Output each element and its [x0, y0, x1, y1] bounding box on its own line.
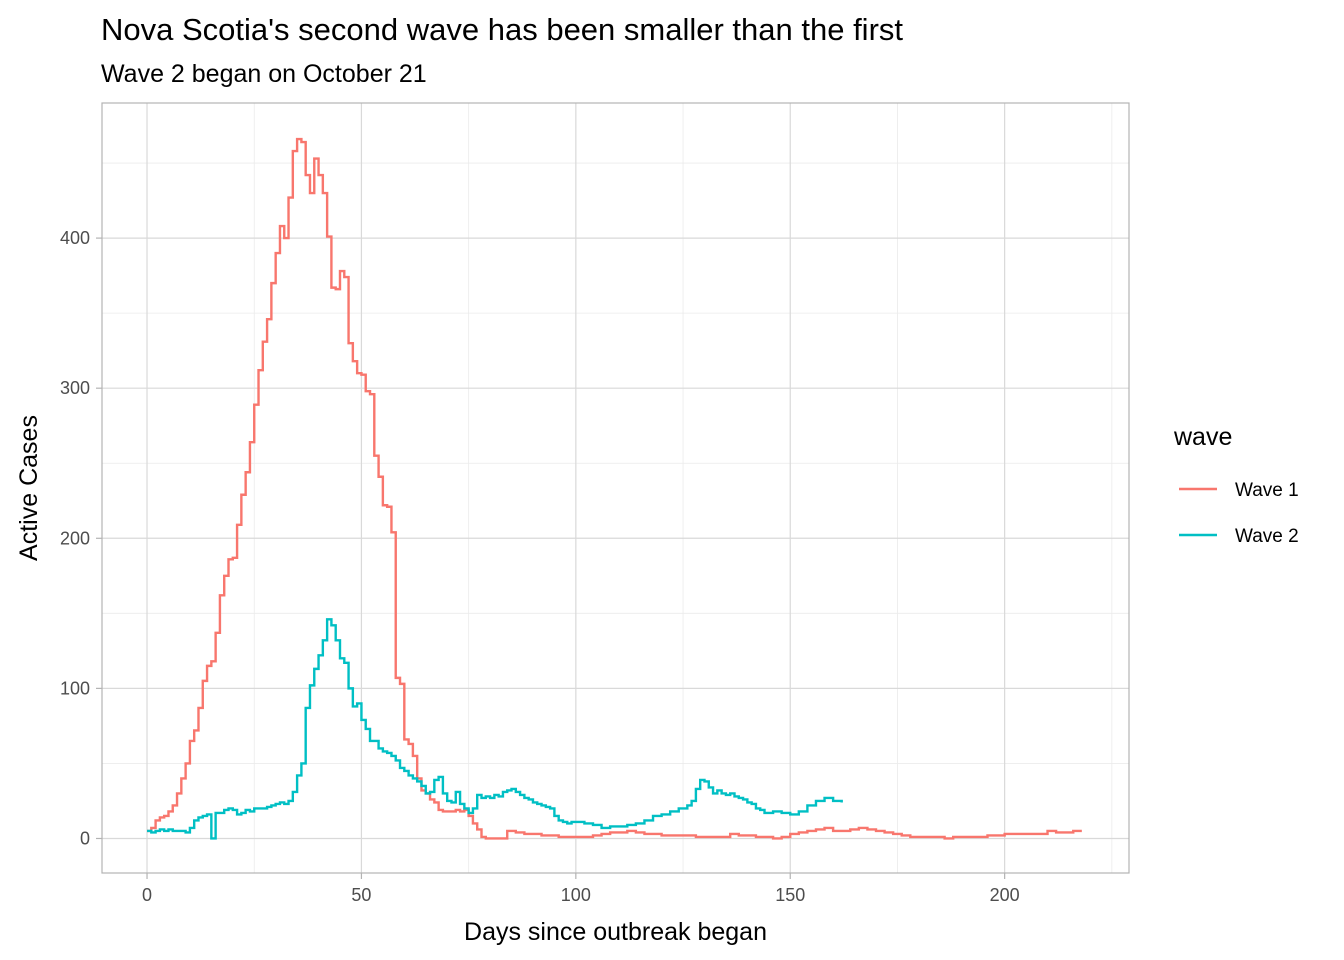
- x-tick-label: 50: [351, 885, 371, 905]
- y-tick-label: 0: [80, 828, 90, 848]
- y-tick-label: 100: [60, 678, 90, 698]
- y-axis: 0 100 200 300 400: [60, 228, 102, 848]
- plot-border: [101, 102, 1130, 874]
- y-tick-label: 200: [60, 528, 90, 548]
- legend-label-wave-1: Wave 1: [1235, 480, 1299, 501]
- y-tick-label: 400: [60, 228, 90, 248]
- x-tick-label: 150: [775, 885, 805, 905]
- chart-subtitle: Wave 2 began on October 21: [101, 60, 427, 88]
- x-tick-label: 200: [990, 885, 1020, 905]
- legend-label-wave-2: Wave 2: [1235, 526, 1299, 547]
- x-tick-label: 0: [142, 885, 152, 905]
- grid-major: [102, 103, 1129, 873]
- x-tick-label: 100: [561, 885, 591, 905]
- plot-panel: [102, 103, 1129, 873]
- series-line-wave-2: [147, 618, 843, 840]
- x-axis: 0 50 100 150 200: [142, 873, 1020, 905]
- y-tick-label: 300: [60, 378, 90, 398]
- series-line-wave-1: [147, 137, 1082, 840]
- chart-title: Nova Scotia's second wave has been small…: [101, 12, 903, 47]
- series-lines: [147, 137, 1082, 840]
- x-axis-title: Days since outbreak began: [464, 918, 767, 946]
- grid-minor: [102, 103, 1129, 873]
- y-axis-title: Active Cases: [15, 415, 43, 561]
- legend: wave Wave 1 Wave 2: [1173, 423, 1299, 547]
- legend-title: wave: [1173, 423, 1232, 451]
